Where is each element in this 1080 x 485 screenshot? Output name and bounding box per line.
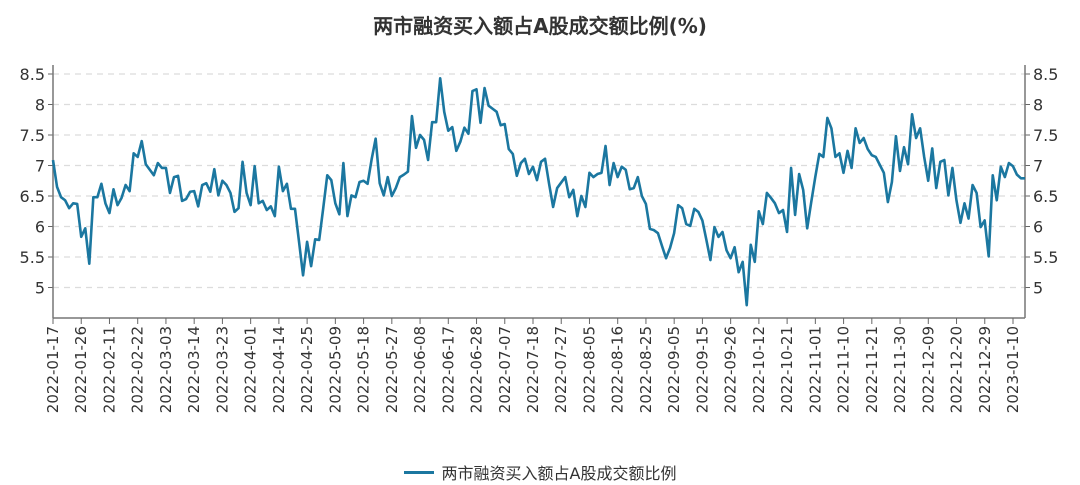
- x-tick-label: 2022-05-09: [326, 326, 344, 413]
- x-tick-label: 2022-04-25: [298, 326, 316, 413]
- x-tick-label: 2022-09-26: [722, 326, 740, 413]
- legend-swatch: [403, 470, 434, 474]
- x-tick-label: 2022-11-10: [835, 326, 853, 413]
- y-tick-label-right: 8: [1033, 96, 1043, 115]
- x-tick-label: 2022-03-03: [157, 326, 175, 413]
- x-tick-label: 2022-05-18: [355, 326, 373, 413]
- x-tick-label: 2022-11-21: [863, 326, 881, 413]
- x-tick-label: 2022-09-15: [693, 326, 711, 413]
- x-tick-label: 2022-08-16: [609, 326, 627, 413]
- x-tick-label: 2022-10-12: [750, 326, 768, 413]
- y-tick-label-left: 6: [35, 218, 45, 237]
- y-tick-label-left: 5: [35, 279, 45, 298]
- x-tick-label: 2022-12-20: [948, 326, 966, 413]
- y-tick-label-left: 7.5: [20, 126, 45, 145]
- x-tick-label: 2022-07-27: [552, 326, 570, 413]
- series-line: [51, 76, 1025, 307]
- x-tick-label: 2022-01-26: [72, 326, 90, 413]
- y-tick-label-right: 5.5: [1033, 248, 1058, 267]
- x-tick-label: 2022-12-09: [919, 326, 937, 413]
- x-tick-label: 2022-03-14: [185, 326, 203, 413]
- y-tick-label-right: 6: [1033, 218, 1043, 237]
- x-tick-label: 2022-08-05: [580, 326, 598, 413]
- x-tick-label: 2022-01-17: [44, 326, 62, 413]
- x-tick-label: 2022-05-27: [383, 326, 401, 413]
- y-tick-label-right: 5: [1033, 279, 1043, 298]
- x-tick-label: 2022-06-28: [468, 326, 486, 413]
- x-tick-label: 2022-04-14: [270, 326, 288, 413]
- x-tick-label: 2022-09-05: [665, 326, 683, 413]
- legend-label: 两市融资买入额占A股成交额比例: [441, 464, 677, 483]
- x-tick-label: 2022-02-22: [129, 326, 147, 413]
- y-tick-label-left: 5.5: [20, 248, 45, 267]
- x-tick-label: 2022-12-29: [976, 326, 994, 413]
- x-tick-label: 2023-01-10: [1004, 326, 1022, 413]
- x-tick-label: 2022-11-01: [806, 326, 824, 413]
- y-tick-label-left: 7: [35, 157, 45, 176]
- y-tick-label-right: 7: [1033, 157, 1043, 176]
- y-tick-label-left: 8.5: [20, 65, 45, 84]
- y-tick-label-left: 6.5: [20, 187, 45, 206]
- y-tick-label-right: 7.5: [1033, 126, 1058, 145]
- x-tick-label: 2022-06-17: [439, 326, 457, 413]
- x-tick-label: 2022-03-23: [213, 326, 231, 413]
- x-tick-label: 2022-10-21: [778, 326, 796, 413]
- x-tick-label: 2022-08-25: [637, 326, 655, 413]
- x-tick-label: 2022-04-01: [242, 326, 260, 413]
- y-tick-label-right: 8.5: [1033, 65, 1058, 84]
- y-tick-label-left: 8: [35, 96, 45, 115]
- y-tick-label-right: 6.5: [1033, 187, 1058, 206]
- x-tick-label: 2022-02-11: [100, 326, 118, 413]
- x-tick-label: 2022-06-08: [411, 326, 429, 413]
- x-tick-label: 2022-07-18: [524, 326, 542, 413]
- x-tick-label: 2022-07-07: [496, 326, 514, 413]
- x-tick-label: 2022-11-30: [891, 326, 909, 413]
- chart-title: 两市融资买入额占A股成交额比例(%): [373, 14, 707, 38]
- legend[interactable]: 两市融资买入额占A股成交额比例: [0, 460, 1080, 484]
